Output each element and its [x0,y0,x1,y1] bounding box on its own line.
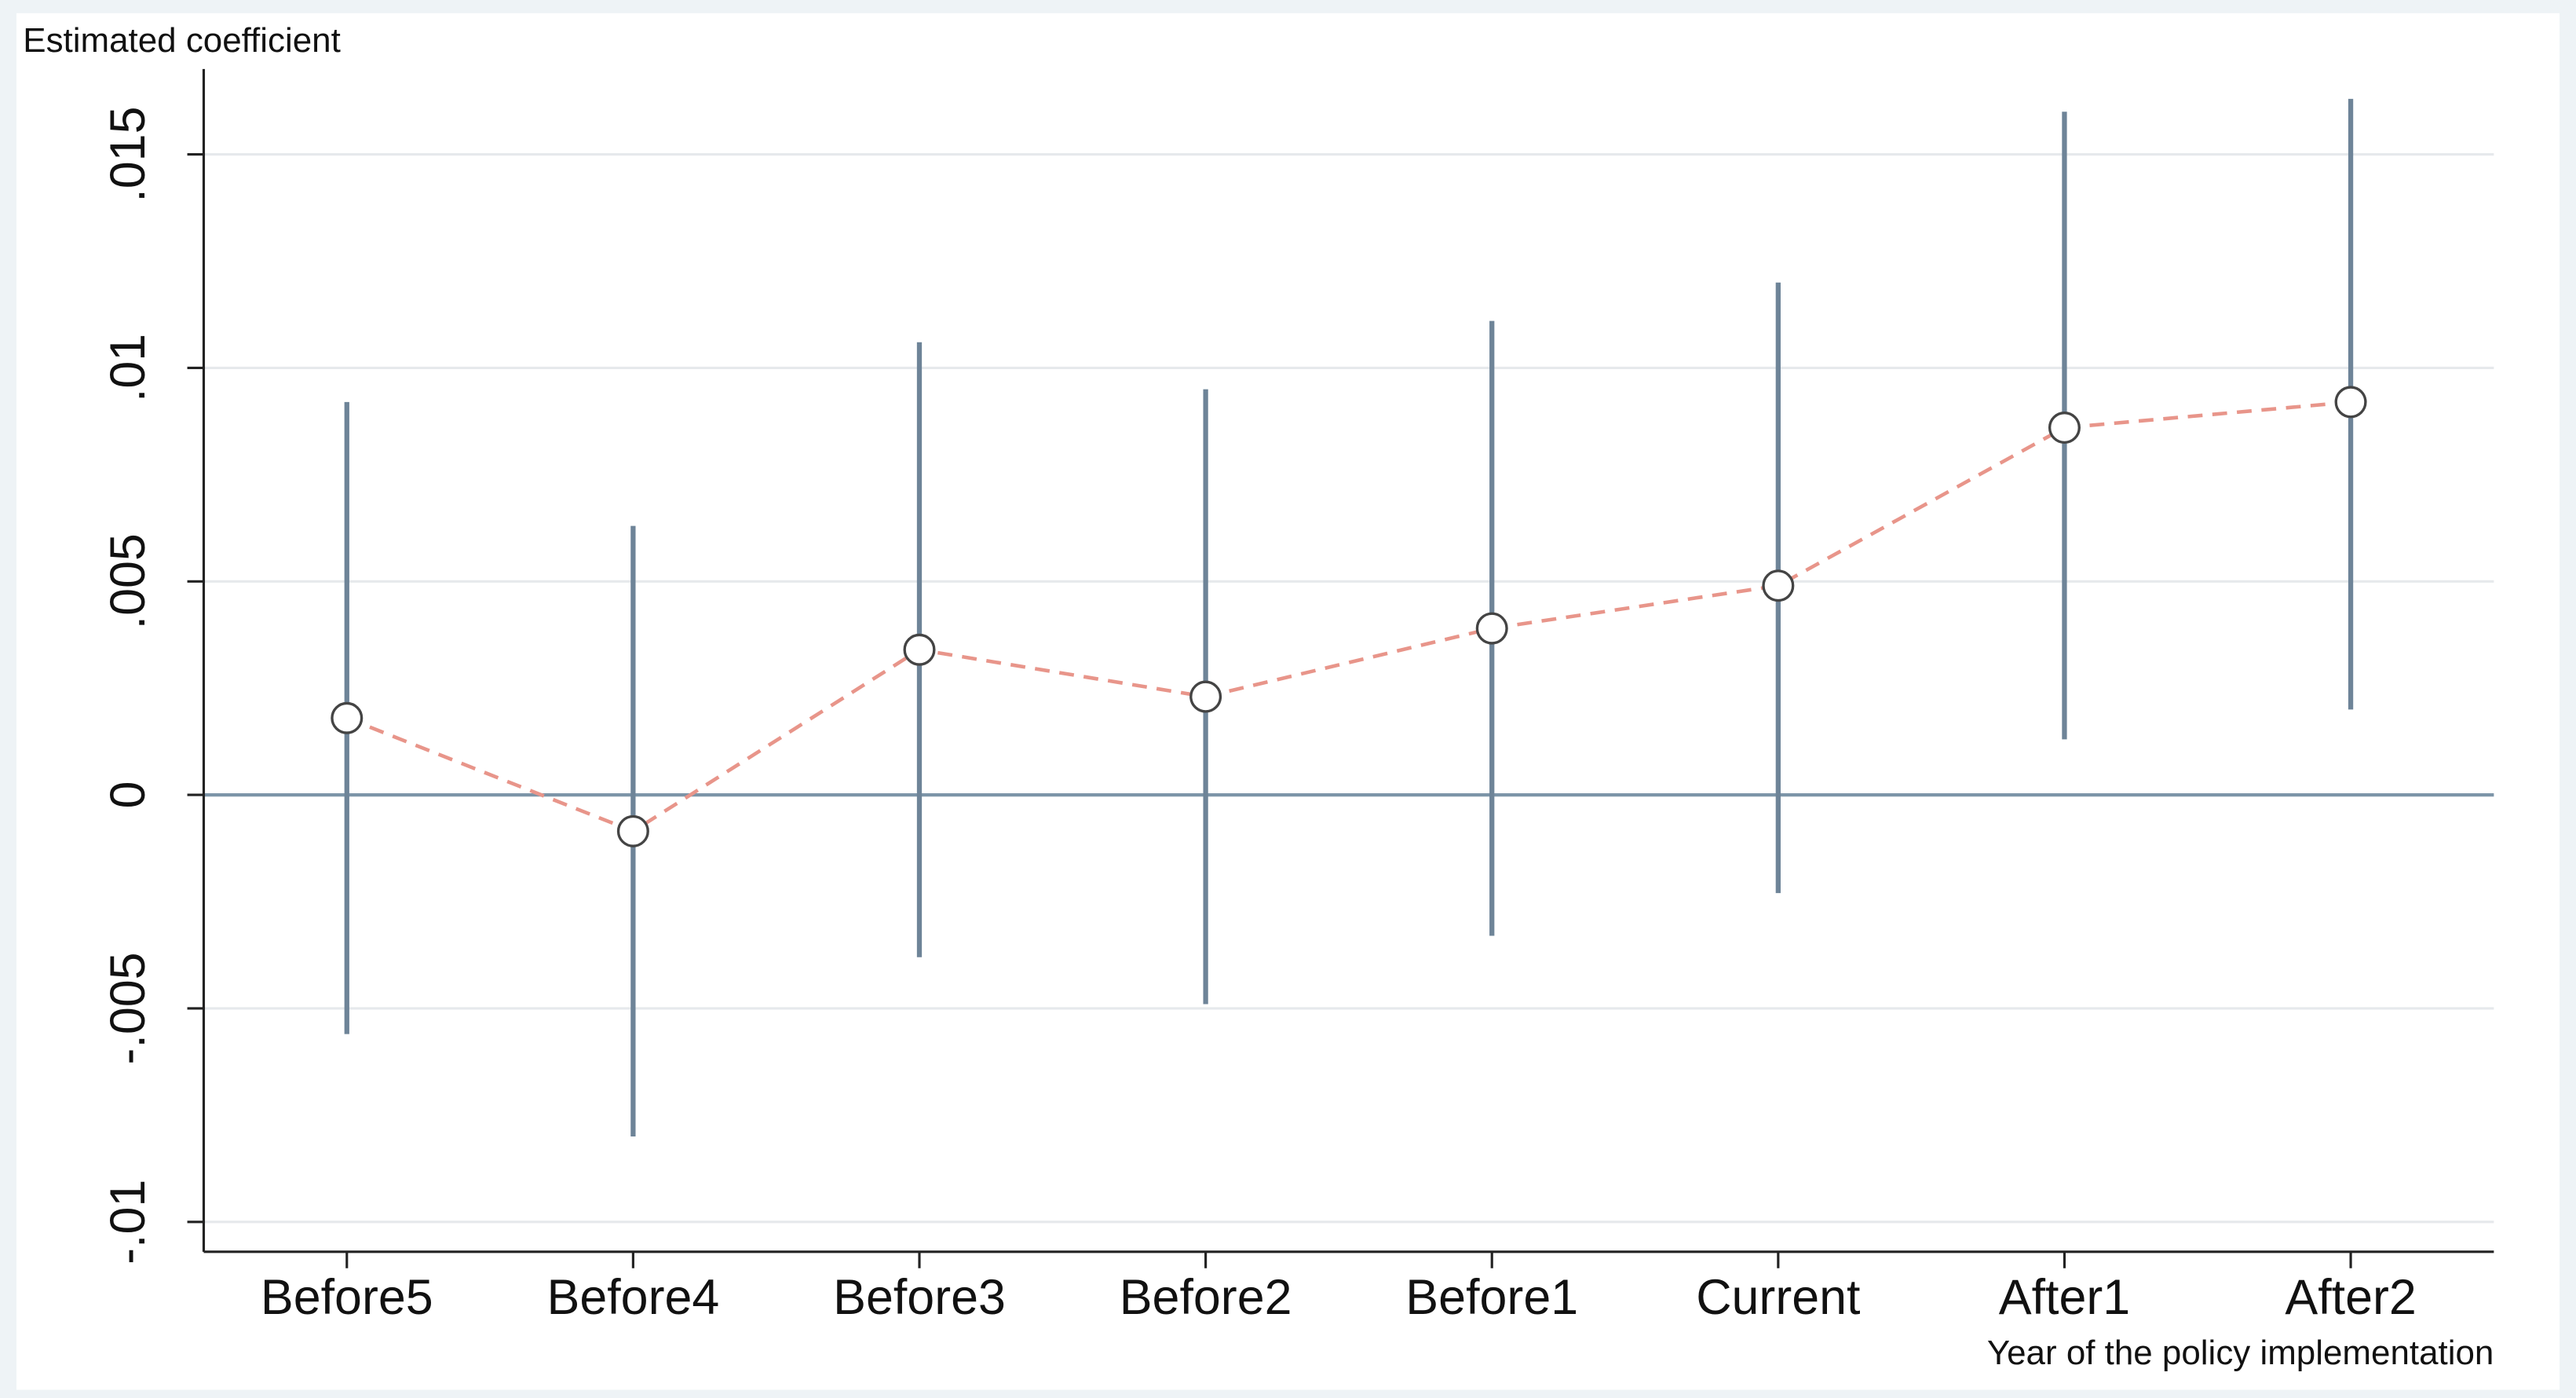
y-tick-label: .005 [100,533,155,629]
x-tick-label: After1 [1999,1270,2130,1325]
x-tick-label: Before3 [833,1270,1006,1325]
x-tick-label: Before4 [546,1270,719,1325]
y-tick-label: .01 [100,334,155,402]
point [903,633,936,666]
x-tick-label: Current [1696,1270,1860,1325]
point [331,701,364,734]
y-tick-label: .015 [100,107,155,203]
x-tick-label: Before2 [1120,1270,1292,1325]
y-tick-label: 0 [100,781,155,809]
point [1475,612,1508,645]
point [616,814,649,847]
y-tick-label: -.005 [100,952,155,1064]
x-axis-title: Year of the policy implementation [1987,1334,2494,1372]
point [2334,386,2367,419]
graph-region [16,13,2560,1390]
y-axis-title: Estimated coefficient [23,21,341,60]
point [1189,680,1222,713]
x-tick-label: Before5 [261,1270,433,1325]
x-tick-label: After2 [2285,1270,2416,1325]
y-tick-label: -.01 [100,1180,155,1264]
x-tick-label: Before1 [1405,1270,1578,1325]
point [2048,412,2081,445]
point [1762,569,1795,602]
